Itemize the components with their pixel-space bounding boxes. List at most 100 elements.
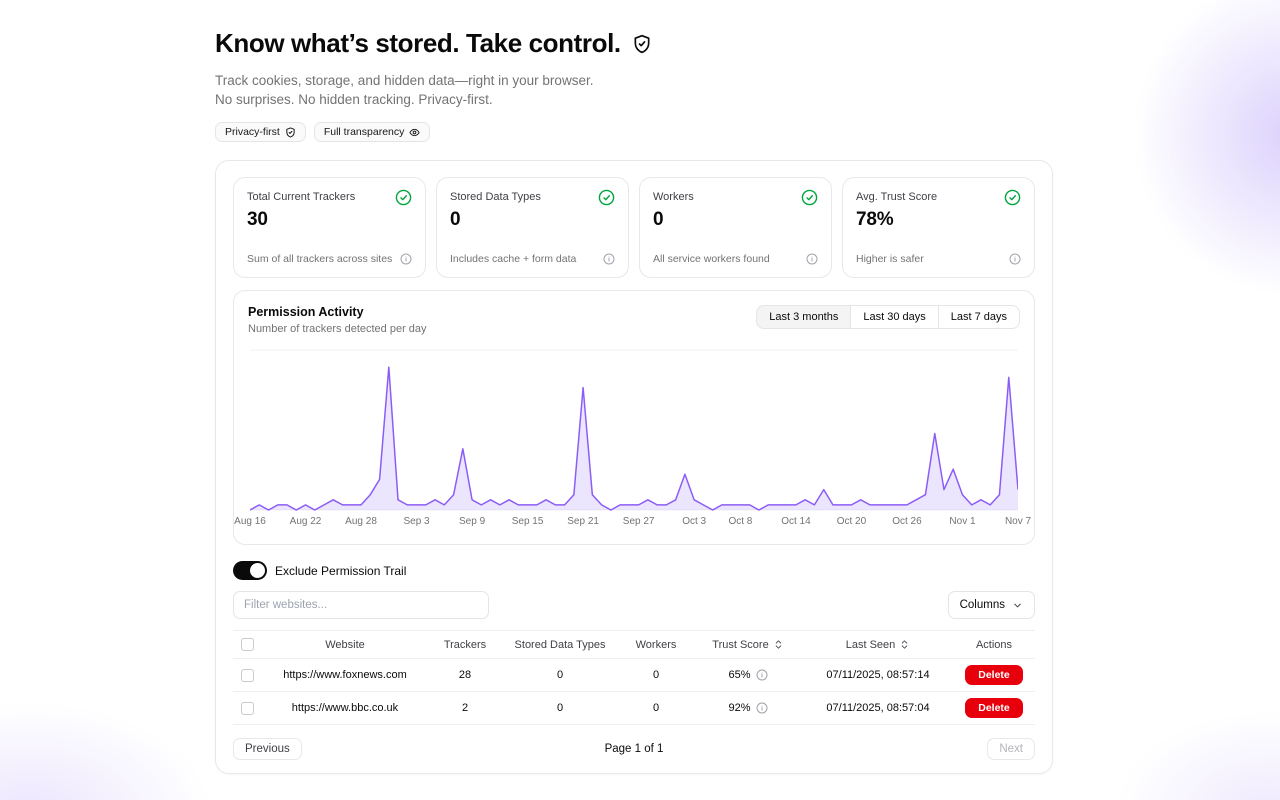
x-tick-label: Aug 16 (234, 516, 266, 527)
workers-cell: 0 (619, 658, 693, 692)
stat-card-avg-trust-score: Avg. Trust Score 78% Higher is safer (842, 177, 1035, 278)
range-button-last-7-days[interactable]: Last 7 days (937, 305, 1020, 329)
last-seen-cell: 07/11/2025, 08:57:14 (803, 658, 953, 692)
info-icon[interactable] (756, 669, 768, 681)
time-range-selector: Last 3 months Last 30 days Last 7 days (756, 305, 1020, 329)
col-header-trust-score[interactable]: Trust Score (693, 630, 803, 659)
eye-icon (409, 128, 420, 136)
stat-value: 0 (653, 209, 664, 230)
workers-cell: 0 (619, 691, 693, 725)
exclude-permission-trail-row: Exclude Permission Trail (233, 561, 1035, 580)
stat-card-workers: Workers 0 All service workers found (639, 177, 832, 278)
page-title-text: Know what’s stored. Take control. (215, 28, 621, 58)
range-button-last-30-days[interactable]: Last 30 days (850, 305, 939, 329)
x-tick-label: Oct 20 (836, 516, 867, 527)
x-tick-label: Sep 21 (567, 516, 599, 527)
stat-label: Total Current Trackers (247, 191, 356, 203)
col-header-actions: Actions (953, 630, 1035, 659)
trust-score-cell: 92% (693, 691, 803, 725)
info-icon[interactable] (806, 253, 818, 265)
badge-privacy-first-label: Privacy-first (225, 126, 280, 138)
delete-button[interactable]: Delete (965, 698, 1023, 718)
next-page-button[interactable]: Next (987, 738, 1035, 760)
stat-label: Stored Data Types (450, 191, 541, 203)
pagination: Previous Page 1 of 1 Next (233, 738, 1035, 760)
stat-description: All service workers found (653, 253, 770, 265)
table-header-row: Website Trackers Stored Data Types Worke… (233, 630, 1035, 659)
circle-check-icon (1004, 189, 1021, 206)
stat-description: Sum of all trackers across sites (247, 253, 393, 265)
info-icon[interactable] (400, 253, 412, 265)
area-chart-canvas (250, 349, 1018, 511)
stat-value: 0 (450, 209, 461, 230)
col-header-trackers: Trackers (429, 630, 501, 659)
stat-card-total-trackers: Total Current Trackers 30 Sum of all tra… (233, 177, 426, 278)
stat-description: Includes cache + form data (450, 253, 577, 265)
col-header-workers: Workers (619, 630, 693, 659)
chart-subtitle: Number of trackers detected per day (248, 323, 427, 335)
circle-check-icon (598, 189, 615, 206)
stat-label: Avg. Trust Score (856, 191, 938, 203)
x-tick-label: Oct 3 (682, 516, 707, 527)
filter-websites-input[interactable] (233, 591, 489, 619)
info-icon[interactable] (756, 702, 768, 714)
permission-activity-card: Permission Activity Number of trackers d… (233, 290, 1035, 545)
x-tick-label: Aug 28 (345, 516, 377, 527)
col-header-website: Website (261, 630, 429, 659)
x-tick-label: Oct 8 (728, 516, 753, 527)
chevron-down-icon (1014, 603, 1021, 607)
col-header-stored-data-types: Stored Data Types (501, 630, 619, 659)
trust-score-cell: 65% (693, 658, 803, 692)
range-button-last-3-months[interactable]: Last 3 months (756, 305, 852, 329)
badge-full-transparency: Full transparency (313, 122, 431, 142)
col-header-last-seen[interactable]: Last Seen (803, 630, 953, 659)
info-icon[interactable] (603, 253, 615, 265)
badges-row: Privacy-first Full transparency (215, 122, 1053, 142)
website-cell: https://www.bbc.co.uk (261, 691, 429, 725)
table-row: https://www.bbc.co.uk 2 0 0 92% 07/11/20… (233, 691, 1035, 725)
trackers-cell: 28 (429, 658, 501, 692)
website-cell: https://www.foxnews.com (261, 658, 429, 692)
stat-description: Higher is safer (856, 253, 924, 265)
sort-icon (775, 640, 781, 649)
delete-button[interactable]: Delete (965, 665, 1023, 685)
table-row: https://www.foxnews.com 28 0 0 65% 07/11… (233, 658, 1035, 692)
circle-check-icon (801, 189, 818, 206)
stat-card-stored-data-types: Stored Data Types 0 Includes cache + for… (436, 177, 629, 278)
chart-area (250, 367, 1018, 510)
area-chart: Aug 16 Aug 22 Aug 28 Sep 3 Sep 9 Sep 15 Sep 21… (234, 349, 1031, 532)
chart-x-axis: Aug 16 Aug 22 Aug 28 Sep 3 Sep 9 Sep 15 Sep 21… (234, 516, 1031, 532)
websites-table: Website Trackers Stored Data Types Worke… (233, 630, 1035, 725)
x-tick-label: Nov 7 (1004, 516, 1032, 527)
badge-full-transparency-label: Full transparency (323, 126, 405, 138)
x-tick-label: Oct 26 (892, 516, 922, 527)
page-header: Know what’s stored. Take control. Track … (215, 28, 1053, 142)
page-subtitle: Track cookies, storage, and hidden data—… (215, 72, 1053, 109)
page-title: Know what’s stored. Take control. (215, 28, 1053, 59)
row-checkbox[interactable] (240, 668, 254, 682)
select-all-checkbox[interactable] (240, 638, 254, 651)
stats-row: Total Current Trackers 30 Sum of all tra… (233, 177, 1035, 278)
row-checkbox[interactable] (240, 701, 254, 715)
sort-icon (902, 640, 908, 649)
subtitle-line-1: Track cookies, storage, and hidden data—… (215, 73, 594, 88)
page-info: Page 1 of 1 (604, 743, 664, 755)
stat-label: Workers (653, 191, 694, 203)
stored-data-types-cell: 0 (501, 658, 619, 692)
stat-value: 78% (856, 209, 894, 230)
exclude-toggle[interactable] (233, 561, 267, 580)
columns-button-label: Columns (959, 599, 1005, 611)
x-tick-label: Sep 3 (403, 516, 430, 527)
chart-header-text: Permission Activity Number of trackers d… (248, 305, 427, 335)
trackers-cell: 2 (429, 691, 501, 725)
shield-check-icon (634, 34, 650, 53)
columns-button[interactable]: Columns (947, 591, 1035, 619)
x-tick-label: Sep 15 (511, 516, 544, 527)
x-tick-label: Oct 14 (781, 516, 811, 527)
x-tick-label: Sep 27 (622, 516, 655, 527)
info-icon[interactable] (1009, 253, 1021, 265)
badge-privacy-first: Privacy-first (215, 122, 306, 142)
previous-page-button[interactable]: Previous (233, 738, 302, 760)
stored-data-types-cell: 0 (501, 691, 619, 725)
last-seen-cell: 07/11/2025, 08:57:04 (803, 691, 953, 725)
